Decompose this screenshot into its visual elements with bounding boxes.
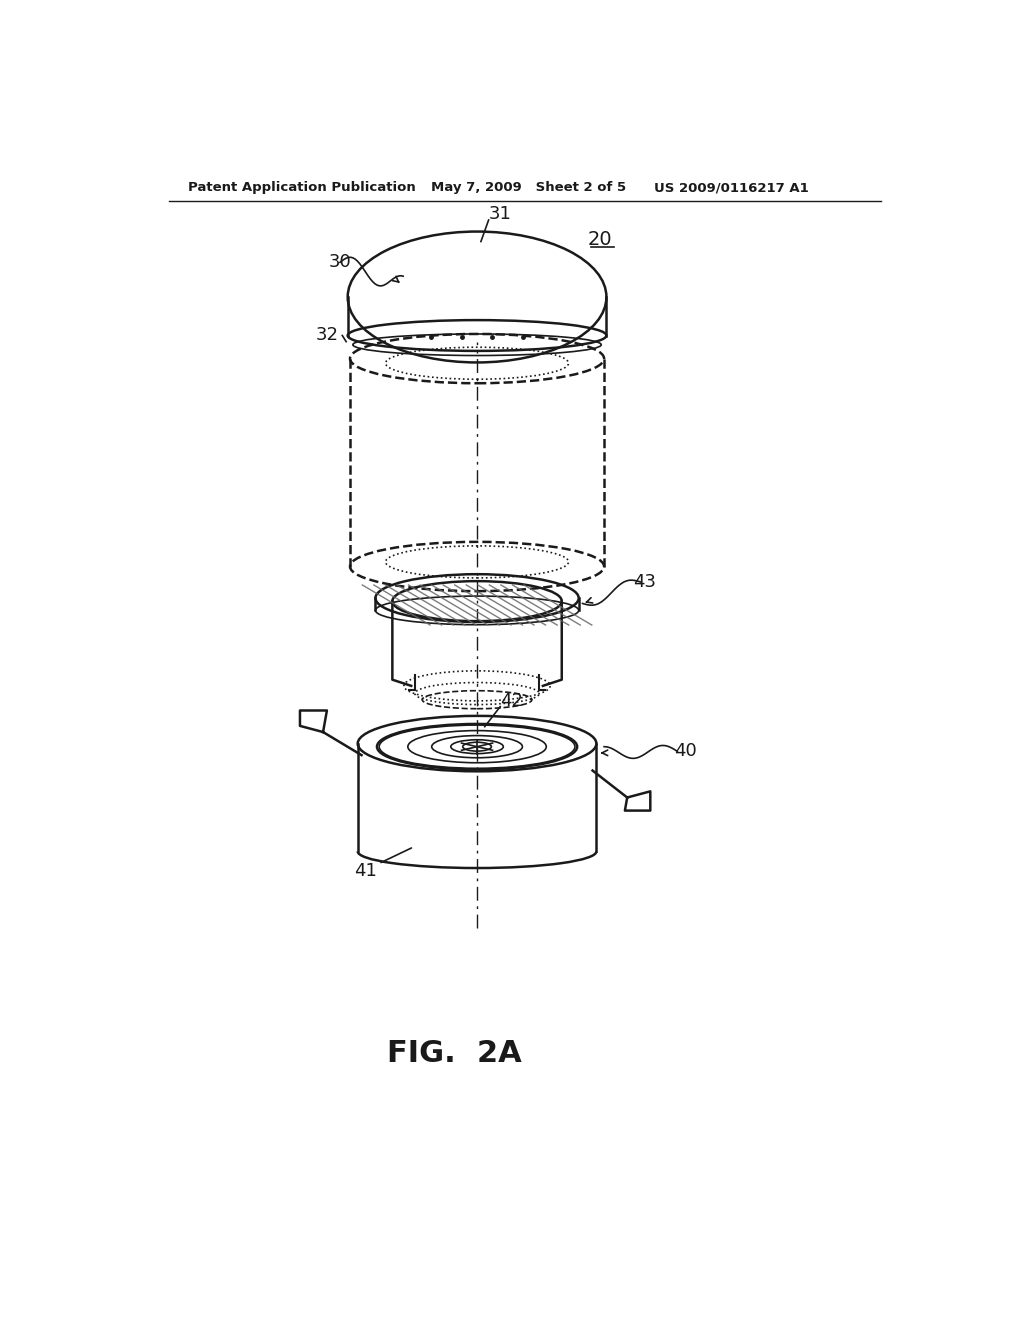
Text: May 7, 2009   Sheet 2 of 5: May 7, 2009 Sheet 2 of 5 [431,181,626,194]
Text: 42: 42 [500,692,523,710]
Text: 30: 30 [329,253,351,272]
Text: US 2009/0116217 A1: US 2009/0116217 A1 [654,181,809,194]
Text: 43: 43 [633,573,655,591]
Text: 41: 41 [354,862,377,879]
Text: 20: 20 [588,230,612,248]
Text: 32: 32 [315,326,338,345]
Text: Patent Application Publication: Patent Application Publication [188,181,416,194]
Text: 40: 40 [674,742,696,760]
Text: 31: 31 [488,205,512,223]
Text: FIG.  2A: FIG. 2A [387,1039,521,1068]
